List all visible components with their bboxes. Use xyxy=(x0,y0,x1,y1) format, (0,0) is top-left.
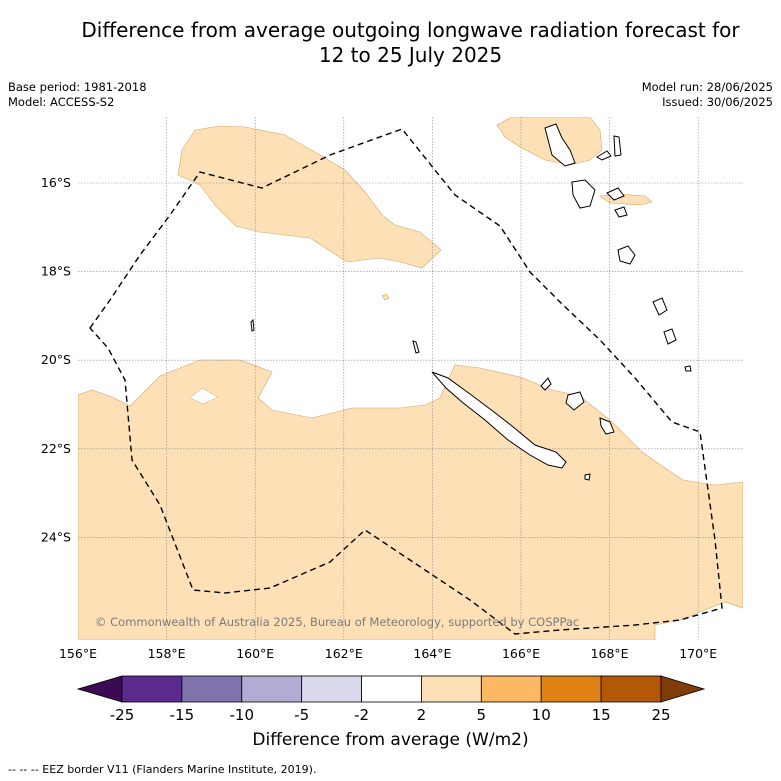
vanuatu-island-7 xyxy=(617,245,636,265)
anomaly-region-north xyxy=(177,125,442,269)
vanuatu-island-1 xyxy=(544,123,576,167)
longitude-labels: 156°E 158°E 160°E 162°E 164°E 166°E 168°E 170°E xyxy=(59,646,717,661)
land-layer xyxy=(250,123,692,481)
anomaly-region-south xyxy=(78,359,743,640)
base-period-text: Base period: 1981-2018 xyxy=(8,80,147,94)
lon-tick-label: 158°E xyxy=(148,646,186,661)
colorbar-tick-label: 10 xyxy=(532,706,551,724)
colorbar-segment xyxy=(181,675,243,703)
colorbar-tick-label: -5 xyxy=(294,706,309,724)
lon-tick-label: 170°E xyxy=(679,646,717,661)
colorbar-tick-label: -2 xyxy=(354,706,369,724)
gridlines xyxy=(78,117,743,640)
island-chain xyxy=(412,340,420,354)
vanuatu-island-4 xyxy=(571,179,596,209)
colorbar-tick-label: 15 xyxy=(592,706,611,724)
vanuatu-island-5 xyxy=(606,187,625,201)
meta-right: Model run: 28/06/2025 Issued: 30/06/2025 xyxy=(642,80,773,110)
loyalty-island-1 xyxy=(540,377,552,391)
island-east-1 xyxy=(652,297,668,316)
island-east-2 xyxy=(663,328,677,345)
colorbar-tick-label: -15 xyxy=(170,706,195,724)
model-text: Model: ACCESS-S2 xyxy=(8,95,115,109)
title-line-1: Difference from average outgoing longwav… xyxy=(81,18,740,42)
vanuatu-island-6 xyxy=(614,206,628,218)
lon-tick-label: 156°E xyxy=(59,646,97,661)
lat-tick-label: 16°S xyxy=(41,175,71,190)
anomaly-region-small-east xyxy=(599,193,653,206)
lat-tick-label: 18°S xyxy=(41,264,71,279)
colorbar-extend-high xyxy=(660,675,706,703)
lon-tick-label: 160°E xyxy=(236,646,274,661)
colorbar-segment xyxy=(600,675,662,703)
island-east-3 xyxy=(684,365,692,372)
colorbar-tick-label: 2 xyxy=(417,706,427,724)
eez-border xyxy=(89,128,723,635)
lon-tick-label: 168°E xyxy=(591,646,629,661)
anomaly-fill-layer xyxy=(78,117,743,640)
map-title: Difference from average outgoing longwav… xyxy=(40,18,781,68)
colorbar-segment xyxy=(421,675,482,703)
title-line-2: 12 to 25 July 2025 xyxy=(318,43,503,67)
colorbar-tick-label: 5 xyxy=(477,706,487,724)
model-run-text: Model run: 28/06/2025 xyxy=(641,80,773,94)
vanuatu-island-3 xyxy=(613,135,622,157)
colorbar-tick-label: -25 xyxy=(110,706,135,724)
colorbar-segment xyxy=(480,675,542,703)
colorbar-segment xyxy=(540,675,602,703)
colorbar-segment xyxy=(301,675,362,703)
colorbar-title: Difference from average (W/m2) xyxy=(252,730,529,750)
latitude-labels: 16°S 18°S 20°S 22°S 24°S xyxy=(41,175,71,544)
lat-tick-label: 24°S xyxy=(41,529,71,544)
loyalty-island-2 xyxy=(565,391,585,411)
colorbar-segment xyxy=(241,675,303,703)
anomaly-dot xyxy=(381,293,390,301)
lat-tick-label: 20°S xyxy=(41,352,71,367)
meta-left: Base period: 1981-2018 Model: ACCESS-S2 xyxy=(8,80,147,110)
lon-tick-label: 166°E xyxy=(502,646,540,661)
colorbar-segment xyxy=(361,675,422,703)
copyright-text: © Commonwealth of Australia 2025, Bureau… xyxy=(95,615,579,629)
new-caledonia-island xyxy=(431,371,567,469)
colorbar-tick-label: 25 xyxy=(651,706,670,724)
issued-text: Issued: 30/06/2025 xyxy=(662,95,773,109)
lat-tick-label: 22°S xyxy=(41,441,71,456)
lon-tick-label: 164°E xyxy=(413,646,451,661)
anomaly-hole xyxy=(189,387,219,405)
colorbar: -25 -15 -10 -5 -2 2 5 10 15 25 xyxy=(76,675,706,724)
colorbar-extend-low xyxy=(76,675,123,703)
island-west-1 xyxy=(250,318,255,332)
vanuatu-island-2 xyxy=(596,150,612,161)
colorbar-tick-label: -10 xyxy=(230,706,255,724)
colorbar-segment xyxy=(121,675,183,703)
lon-tick-label: 162°E xyxy=(325,646,363,661)
eez-footer-note: -- -- -- EEZ border V11 (Flanders Marine… xyxy=(8,763,317,776)
island-small-a xyxy=(584,473,591,481)
loyalty-island-3 xyxy=(599,417,615,435)
